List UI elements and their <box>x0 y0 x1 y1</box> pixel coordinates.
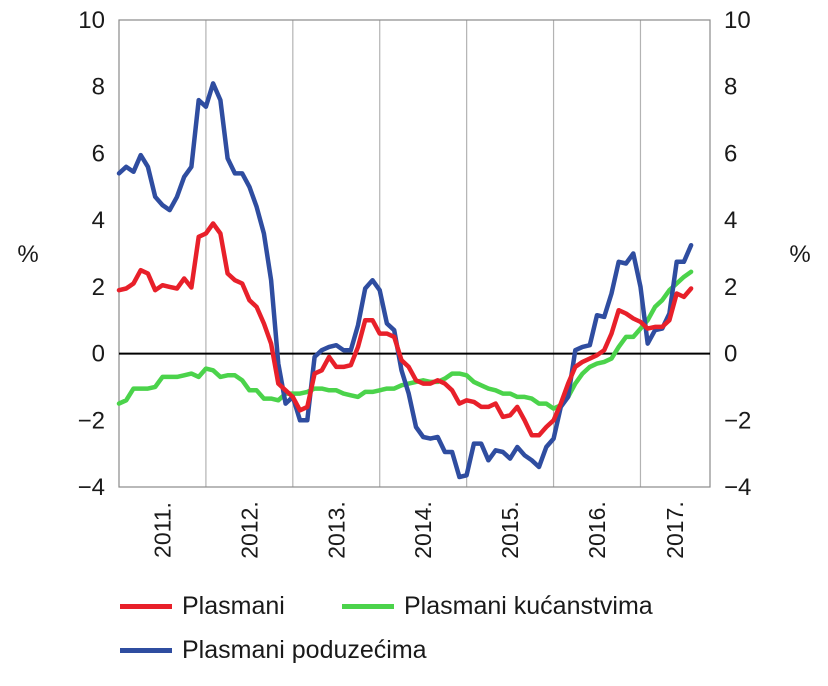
x-tick-label: 2016. <box>584 501 610 559</box>
series-layer <box>116 81 694 480</box>
y-tick-label-left: 2 <box>92 274 105 301</box>
y-axis-right-unit: % <box>789 241 810 268</box>
legend-swatch-plasmani-poduzecima <box>120 648 172 653</box>
x-tick-label: 2011. <box>149 502 175 558</box>
legend-swatch-plasmani <box>120 604 172 609</box>
legend-label-plasmani-kucanstvima: Plasmani kućanstvima <box>404 592 653 620</box>
vertical-gridlines <box>205 20 642 487</box>
y-tick-label-right: 2 <box>724 274 737 301</box>
y-tick-label-left: 10 <box>78 7 105 34</box>
y-tick-label-right: 10 <box>724 7 751 34</box>
x-tick-label: 2015. <box>497 501 523 559</box>
y-tick-label-left: −2 <box>78 407 105 434</box>
legend-swatch-plasmani-kucanstvima <box>342 604 394 609</box>
y-axis-left: −4 −2 0 2 4 6 8 10 <box>78 7 105 501</box>
series-line-plasmani <box>116 221 694 438</box>
x-axis: 2011. 2012. 2013. 2014. 2015. 2016. 2017. <box>149 501 688 559</box>
y-tick-label-right: 4 <box>724 207 737 234</box>
y-tick-label-right: −2 <box>724 407 751 434</box>
y-tick-label-left: 6 <box>92 140 105 167</box>
y-tick-label-left: 8 <box>92 74 105 101</box>
series-line-plasmani-poduzecima <box>116 81 694 480</box>
legend-item-plasmani: Plasmani <box>120 592 285 621</box>
y-tick-label-right: −4 <box>724 474 751 501</box>
legend-label-plasmani: Plasmani <box>182 592 285 620</box>
legend-item-plasmani-kucanstvima: Plasmani kućanstvima <box>342 592 653 621</box>
x-tick-label: 2012. <box>236 501 262 559</box>
x-tick-label: 2013. <box>323 501 349 559</box>
y-axis-right: −4 −2 0 2 4 6 8 10 <box>724 7 751 501</box>
y-tick-label-right: 6 <box>724 140 737 167</box>
plot-area-frame <box>118 19 711 488</box>
y-tick-label-right: 8 <box>724 74 737 101</box>
y-tick-label-left: −4 <box>78 474 105 501</box>
x-tick-label: 2017. <box>662 501 688 559</box>
x-tick-label: 2014. <box>410 501 436 559</box>
y-tick-label-left: 4 <box>92 207 105 234</box>
legend-label-plasmani-poduzecima: Plasmani poduzećima <box>182 636 427 664</box>
chart-legend: Plasmani Plasmani kućanstvima Plasmani p… <box>120 592 820 682</box>
y-tick-label-right: 0 <box>724 341 737 368</box>
legend-item-plasmani-poduzecima: Plasmani poduzećima <box>120 636 427 665</box>
y-tick-label-left: 0 <box>92 341 105 368</box>
y-axis-left-unit: % <box>17 241 38 268</box>
